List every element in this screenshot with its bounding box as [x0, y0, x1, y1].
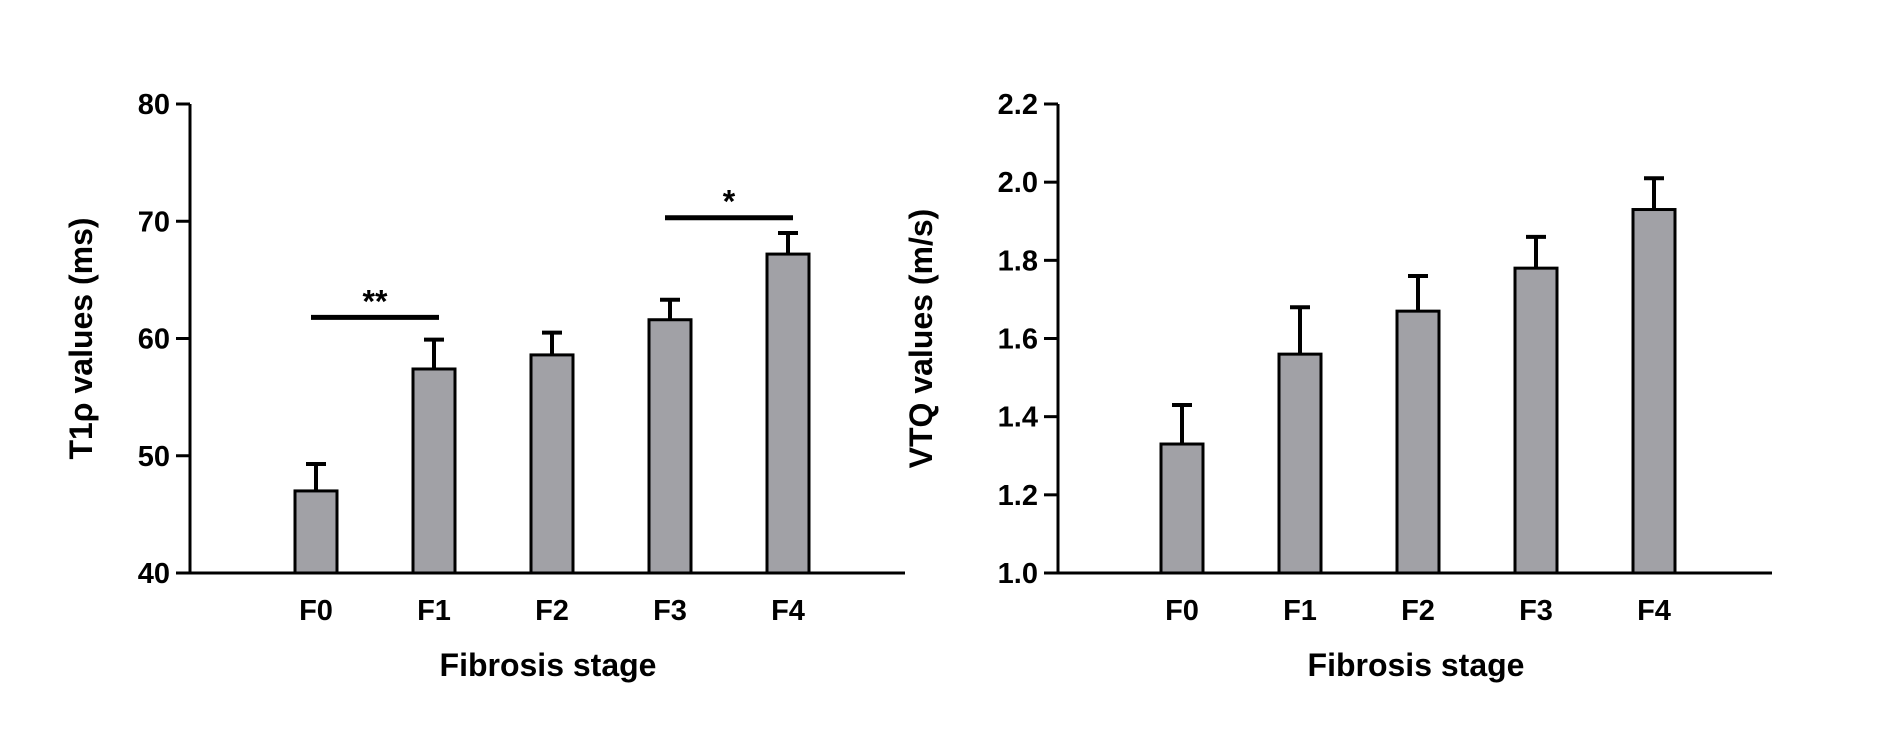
- x-axis-title: Fibrosis stage: [1308, 647, 1525, 683]
- y-tick-label: 1.8: [998, 245, 1038, 277]
- x-tick-label: F3: [1519, 595, 1553, 627]
- significance-label: **: [363, 283, 388, 319]
- bar-f2: [1395, 309, 1441, 575]
- bar-f4: [1631, 208, 1677, 575]
- y-tick-label: 1.6: [998, 324, 1038, 356]
- bar-f1: [411, 367, 457, 575]
- y-tick-label: 50: [138, 441, 170, 473]
- y-tick-label: 2.0: [998, 167, 1038, 199]
- bar-f3: [647, 318, 693, 575]
- x-tick-label: F3: [653, 595, 687, 627]
- y-axis-title: VTQ values (m/s): [903, 209, 939, 469]
- x-tick-label: F0: [299, 595, 333, 627]
- y-tick-label: 80: [138, 89, 170, 121]
- bar-f2: [529, 353, 575, 575]
- x-axis-title: Fibrosis stage: [440, 647, 657, 683]
- x-tick-label: F2: [535, 595, 569, 627]
- x-tick-label: F4: [1637, 595, 1671, 627]
- y-tick-label: 40: [138, 558, 170, 590]
- y-axis-title: T1ρ values (ms): [63, 217, 99, 459]
- x-tick-label: F2: [1401, 595, 1435, 627]
- y-tick-label: 1.0: [998, 558, 1038, 590]
- bar-f0: [1159, 442, 1205, 575]
- x-tick-label: F1: [1283, 595, 1317, 627]
- bar-f0: [293, 489, 339, 575]
- bar-f1: [1277, 352, 1323, 575]
- bar-f3: [1513, 266, 1559, 575]
- x-tick-label: F0: [1165, 595, 1199, 627]
- x-tick-label: F1: [417, 595, 451, 627]
- y-tick-label: 60: [138, 324, 170, 356]
- y-tick-label: 2.2: [998, 89, 1038, 121]
- y-tick-label: 1.4: [998, 402, 1038, 434]
- y-tick-label: 1.2: [998, 480, 1038, 512]
- x-tick-label: F4: [771, 595, 805, 627]
- bar-f4: [765, 252, 811, 575]
- significance-label: *: [723, 184, 736, 220]
- y-tick-label: 70: [138, 206, 170, 238]
- chart-vtq: 1.0 1.2 1.4 1.6 1.8 2.0 2.2 F0 F1 F2 F3 F4 Fibrosis …: [903, 89, 1772, 683]
